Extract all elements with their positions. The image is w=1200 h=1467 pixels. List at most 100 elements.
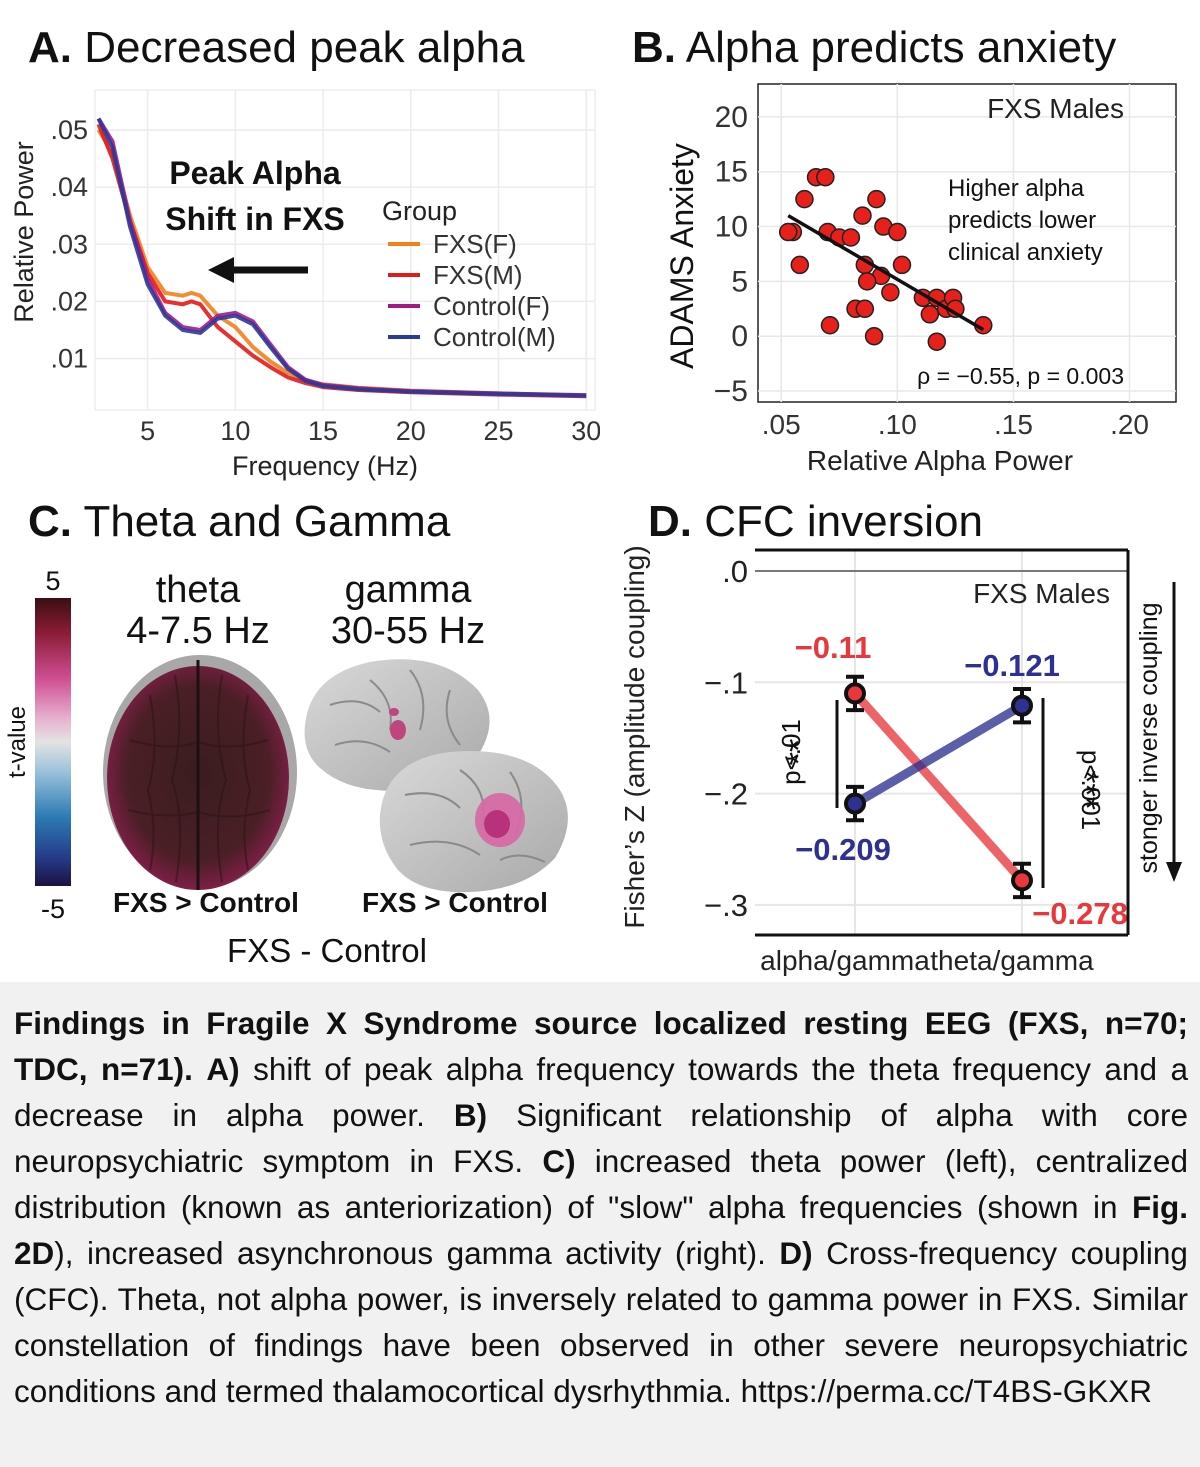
chart-d-ticks: .0 −.1 −.2 −.3 alpha/gamma theta/gamma — [704, 554, 1094, 976]
chart-a-plot-area — [94, 89, 596, 411]
chart-d-y-tick-label: −.2 — [704, 777, 748, 812]
mean-point — [844, 682, 866, 705]
chart-b-annotation-line-2: predicts lower — [948, 207, 1096, 234]
chart-d-y-tick-label: .0 — [722, 554, 748, 589]
mean-point — [844, 792, 866, 815]
gamma-contrast-label: FXS > Control — [362, 887, 548, 918]
brain-footer: FXS - Control — [227, 932, 427, 969]
chart-a-y-tick-label: .03 — [50, 229, 88, 259]
chart-a-ticks: 5 10 15 20 25 30 .01 .02 .03 .04 .05 — [50, 115, 600, 446]
chart-a-annotation-line-1: Peak Alpha — [169, 155, 341, 191]
chart-b-annotation-line-1: Higher alpha — [948, 175, 1085, 202]
chart-b-stat: ρ = −0.55, p = 0.003 — [917, 363, 1124, 389]
legend-label-3: Control(M) — [433, 322, 556, 352]
data-point — [790, 255, 810, 275]
mean-point — [1011, 869, 1033, 892]
sig-left-stars: ** — [780, 739, 818, 765]
chart-a-legend-title: Group — [382, 196, 457, 226]
value-label: −0.11 — [795, 630, 872, 665]
caption-c-text-2: ), increased asynchronous gamma activity… — [54, 1235, 766, 1271]
chart-d-group-label: FXS Males — [973, 578, 1110, 609]
caption-a-tag: A) — [206, 1051, 240, 1087]
chart-b-x-tick-label: .20 — [1110, 409, 1149, 440]
chart-a-annotation-line-2: Shift in FXS — [165, 201, 345, 237]
value-label: −0.209 — [795, 832, 891, 867]
colorbar-max-label: 5 — [45, 566, 60, 596]
data-point — [888, 222, 907, 242]
data-point — [867, 189, 886, 209]
chart-a-series-lines — [96, 117, 587, 399]
caption-lead: Findings in Fragile X Syndrome source lo… — [14, 1005, 1188, 1087]
series-line-blue — [852, 701, 1025, 808]
caption-c-tag: C) — [542, 1143, 576, 1179]
chart-a-x-tick-label: 5 — [140, 416, 155, 446]
series-line-red — [851, 690, 1026, 884]
trend-line — [787, 214, 985, 332]
chart-d-grid — [755, 550, 1128, 935]
chart-a-y-tick-label: .02 — [50, 286, 88, 316]
panel-c-title: C. Theta and Gamma — [28, 497, 451, 546]
sig-left-p: p<.01 — [776, 719, 806, 785]
chart-d-x-tick-label: theta/gamma — [930, 945, 1094, 976]
chart-a-relative-power: 5 10 15 20 25 30 .01 .02 .03 .04 .05 Frequency (Hz… — [9, 89, 600, 481]
gamma-brain-map-bottom — [379, 751, 568, 893]
data-point — [841, 228, 861, 247]
colorbar-min-label: -5 — [41, 894, 65, 924]
chart-a-y-axis-label: Relative Power — [9, 141, 39, 323]
shift-arrow — [208, 257, 308, 283]
data-point — [857, 272, 877, 291]
panel-c-brain-maps: 5 -5 t-value theta 4-7.5 Hz FXS > Contro… — [4, 566, 568, 969]
chart-d-y-tick-label: −.1 — [704, 665, 748, 700]
data-point — [778, 222, 798, 242]
chart-b-y-axis-label: ADAMS Anxiety — [664, 143, 700, 369]
caption-c-text: increased theta power (left), centralize… — [14, 1143, 1188, 1225]
chart-a-y-tick-label: .04 — [50, 172, 88, 202]
data-point — [892, 255, 912, 275]
chart-a-x-tick-label: 25 — [483, 416, 513, 446]
chart-a-grid — [95, 90, 595, 410]
chart-b-y-tick-label: 10 — [715, 211, 748, 244]
series-line-controlm — [96, 117, 587, 398]
chart-b-x-axis-label: Relative Alpha Power — [807, 445, 1073, 476]
gamma-range: 30-55 Hz — [331, 610, 485, 652]
chart-b-y-tick-label: 0 — [731, 320, 748, 353]
data-point — [855, 299, 875, 319]
theta-brain-map — [103, 655, 297, 890]
value-label: −0.278 — [1032, 896, 1128, 931]
chart-d-y-tick-label: −.3 — [704, 888, 748, 923]
chart-a-y-tick-label: .01 — [50, 344, 88, 374]
caption-b-tag: B) — [453, 1097, 488, 1133]
chart-a-x-tick-label: 30 — [571, 416, 600, 446]
chart-a-x-tick-label: 20 — [396, 416, 426, 446]
chart-d-y-axis-label: Fisher’s Z (amplitude coupling) — [619, 545, 650, 928]
chart-b-y-tick-label: 15 — [715, 156, 748, 189]
chart-b-y-tick-label: 20 — [715, 101, 748, 134]
chart-b-y-tick-label: 5 — [731, 265, 748, 298]
chart-b-trend — [787, 214, 985, 332]
sig-bracket-left: ** p<.01 — [776, 700, 839, 808]
chart-b-scatter: .05 .10 .15 .20 −5 0 5 10 15 20 FXS Males Higher … — [664, 83, 1177, 476]
chart-a-x-tick-label: 15 — [308, 416, 338, 446]
figure-caption: Findings in Fragile X Syndrome source lo… — [0, 982, 1200, 1467]
panel-d-title: D. CFC inversion — [648, 497, 983, 546]
chart-a-y-tick-label: .05 — [50, 115, 88, 145]
colorbar-title: t-value — [4, 706, 31, 778]
chart-b-plot-area — [757, 83, 1177, 403]
sig-bracket-right: *** p<.001 — [1041, 698, 1106, 888]
data-point — [920, 305, 940, 324]
chart-a-x-tick-label: 10 — [220, 416, 250, 446]
chart-d-series: −0.11 −0.278 −0.209 −0.121 — [795, 630, 1128, 931]
gamma-title: gamma — [345, 569, 473, 611]
caption-a-text: shift of peak alpha frequency towards th… — [14, 1051, 1188, 1133]
sig-right-p: p<.001 — [1076, 750, 1106, 830]
theta-range: 4-7.5 Hz — [126, 610, 270, 652]
legend-label-1: FXS(M) — [433, 260, 523, 290]
value-label: −0.121 — [964, 648, 1060, 683]
legend-label-2: Control(F) — [433, 291, 550, 321]
chart-d-x-tick-label: alpha/gamma — [760, 945, 930, 976]
direction-arrow: stonger inverse coupling — [1135, 582, 1182, 882]
chart-b-ticks: .05 .10 .15 .20 −5 0 5 10 15 20 — [714, 101, 1149, 440]
data-point — [927, 332, 947, 351]
chart-b-y-tick-label: −5 — [714, 375, 748, 408]
